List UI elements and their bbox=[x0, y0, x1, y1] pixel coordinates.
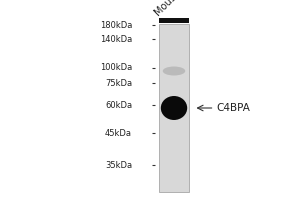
Text: 180kDa: 180kDa bbox=[100, 21, 132, 29]
Ellipse shape bbox=[161, 96, 187, 120]
Bar bbox=[159, 24, 189, 192]
Text: 60kDa: 60kDa bbox=[105, 100, 132, 110]
Text: C4BPA: C4BPA bbox=[216, 103, 250, 113]
Text: 140kDa: 140kDa bbox=[100, 34, 132, 44]
Text: 45kDa: 45kDa bbox=[105, 129, 132, 138]
Text: 75kDa: 75kDa bbox=[105, 78, 132, 88]
Text: Mouse plasma: Mouse plasma bbox=[153, 0, 210, 18]
Text: 35kDa: 35kDa bbox=[105, 160, 132, 170]
Ellipse shape bbox=[163, 66, 185, 75]
Bar bbox=[159, 18, 189, 23]
Text: 100kDa: 100kDa bbox=[100, 64, 132, 72]
